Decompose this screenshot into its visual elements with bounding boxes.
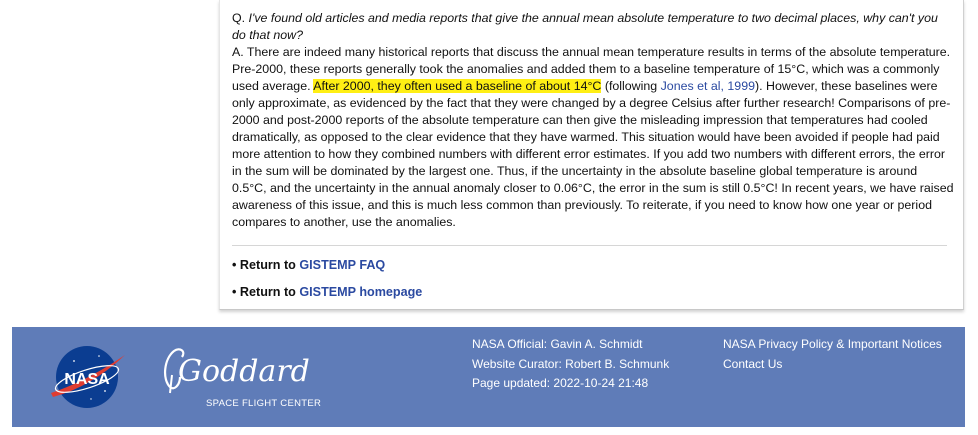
goddard-script-text: Goddard — [178, 354, 310, 389]
nasa-official: NASA Official: Gavin A. Schmidt — [472, 337, 643, 351]
return-home: • Return to GISTEMP homepage — [232, 285, 422, 299]
footer-credits: NASA Official: Gavin A. Schmidt Website … — [472, 335, 669, 394]
gistemp-faq-link[interactable]: GISTEMP FAQ — [299, 258, 386, 272]
return-home-prefix: • Return to — [232, 285, 300, 299]
question-text: I've found old articles and media report… — [232, 11, 938, 42]
divider — [232, 245, 947, 246]
goddard-logo[interactable]: Goddard SPACE FLIGHT CENTER — [160, 345, 340, 411]
contact-us-link[interactable]: Contact Us — [723, 356, 783, 371]
jones-1999-link[interactable]: Jones et al, 1999 — [660, 79, 755, 93]
answer-text-3: ). However, these baselines were only ap… — [232, 79, 954, 229]
goddard-script-logo: Goddard — [164, 348, 310, 394]
nasa-logo-text: NASA — [64, 371, 110, 388]
nasa-logo[interactable]: NASA — [47, 341, 129, 411]
faq-entry: Q. I've found old articles and media rep… — [232, 10, 954, 231]
content-card: Q. I've found old articles and media rep… — [219, 0, 964, 310]
answer-text-1: A. There are indeed many historical repo… — [232, 45, 951, 93]
footer-links: NASA Privacy Policy & Important Notices … — [723, 335, 942, 374]
answer-text-2: (following — [601, 79, 661, 93]
question-prefix: Q. — [232, 11, 246, 25]
return-faq: • Return to GISTEMP FAQ — [232, 258, 385, 272]
return-faq-prefix: • Return to — [232, 258, 300, 272]
website-curator: Website Curator: Robert B. Schmunk — [472, 356, 670, 371]
privacy-policy-link[interactable]: NASA Privacy Policy & Important Notices — [723, 337, 942, 351]
site-footer: NASA Goddard SPACE FLIGHT CENTER NASA Of… — [12, 327, 965, 427]
page-updated: Page updated: 2022-10-24 21:48 — [472, 376, 649, 390]
faq-question: Q. I've found old articles and media rep… — [232, 10, 954, 44]
faq-answer: A. There are indeed many historical repo… — [232, 44, 954, 231]
highlighted-text: After 2000, they often used a baseline o… — [313, 79, 602, 93]
gistemp-homepage-link[interactable]: GISTEMP homepage — [299, 285, 423, 299]
goddard-subtitle: SPACE FLIGHT CENTER — [206, 398, 322, 409]
